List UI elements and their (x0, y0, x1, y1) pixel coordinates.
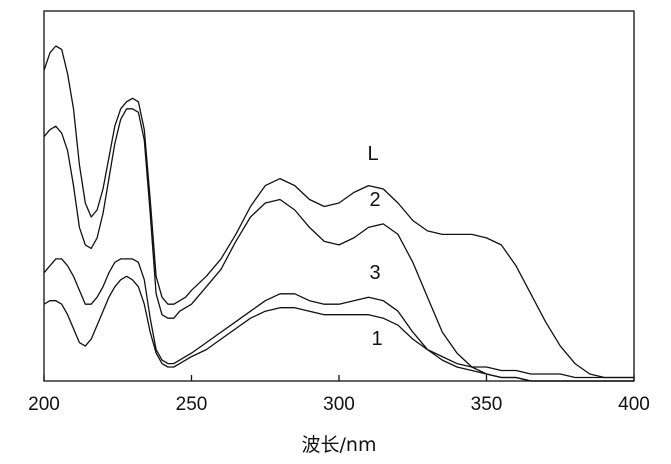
series-line-2 (43, 108, 634, 382)
series-label-3: 3 (369, 262, 380, 284)
x-tick-label-200: 200 (28, 394, 60, 415)
x-ticks (43, 375, 635, 381)
series-line-1 (43, 275, 634, 379)
series-curves (43, 45, 634, 382)
plot-frame (43, 10, 635, 382)
series-label-2: 2 (369, 189, 380, 211)
x-tick-label-300: 300 (323, 394, 355, 415)
series-line-3 (43, 258, 634, 382)
x-axis-label: 波长/nm (302, 434, 377, 456)
x-tick-label-250: 250 (176, 394, 208, 415)
series-label-l: L (367, 143, 378, 165)
series-line-l (43, 45, 634, 379)
x-tick-label-350: 350 (471, 394, 503, 415)
series-label-1: 1 (371, 328, 382, 350)
x-tick-label-400: 400 (618, 394, 650, 415)
x-tick-labels: 200 250 300 350 400 (28, 394, 650, 415)
